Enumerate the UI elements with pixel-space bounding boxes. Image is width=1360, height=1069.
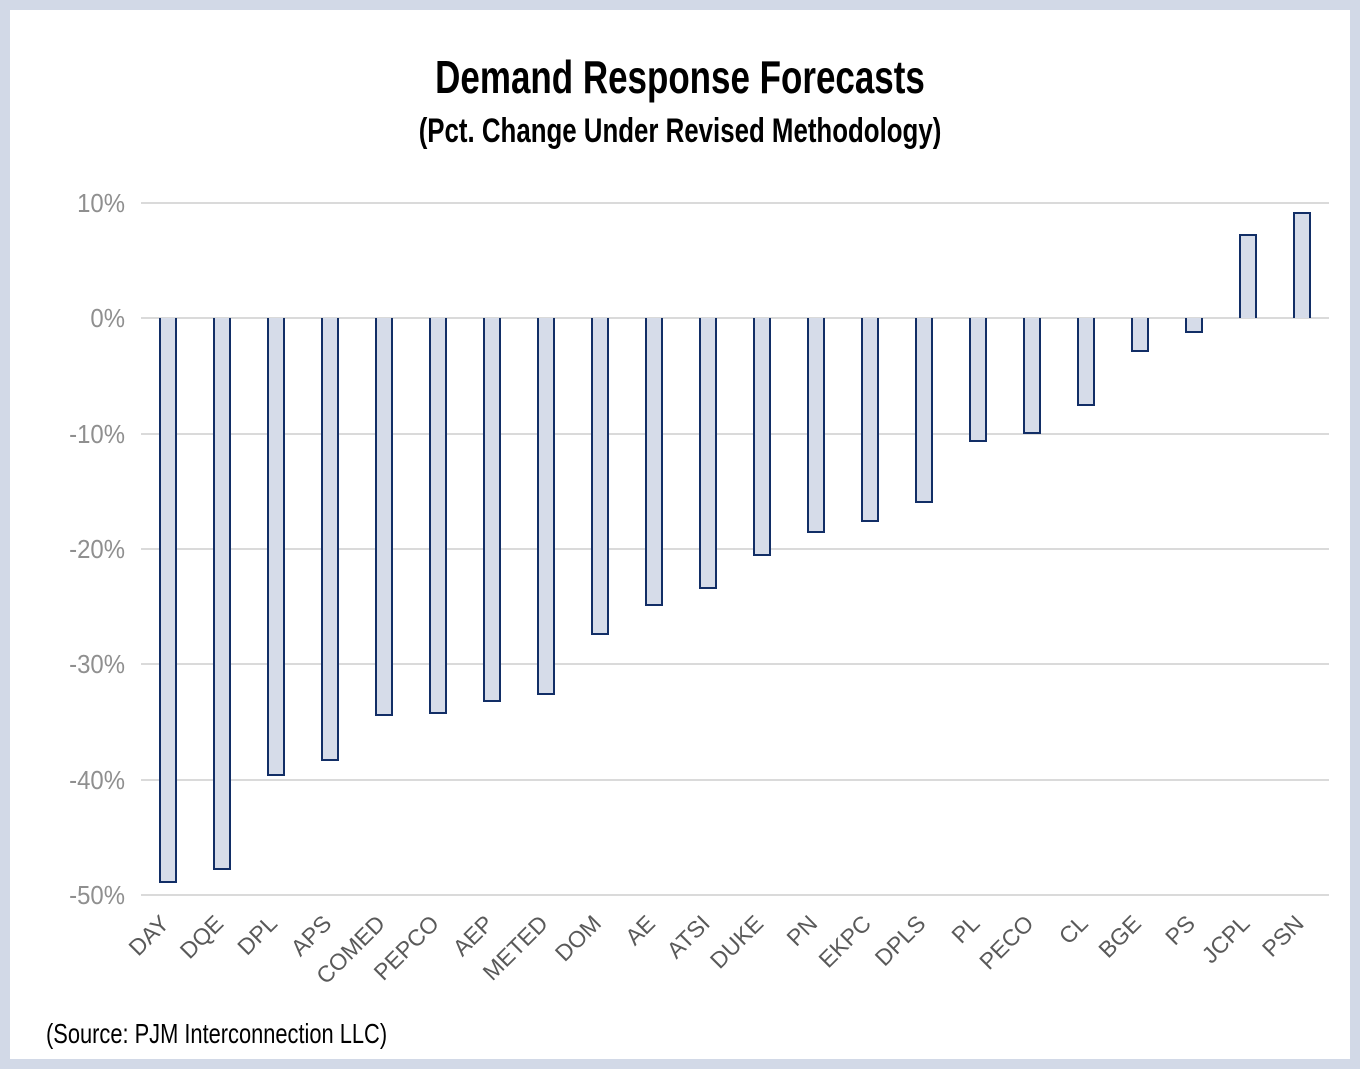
x-axis-label-ae: AE — [620, 910, 661, 951]
x-axis-label-day: DAY — [123, 910, 175, 961]
x-axis-label-duke: DUKE — [704, 910, 769, 974]
gridline — [141, 202, 1329, 204]
bar-aep — [483, 318, 501, 703]
x-axis-label-cl: CL — [1053, 910, 1093, 950]
y-axis-tick-label: -40% — [69, 764, 125, 795]
source-note: (Source: PJM Interconnection LLC) — [46, 1018, 388, 1049]
bar-bge — [1131, 318, 1149, 352]
bar-day — [159, 318, 177, 884]
x-axis-label-dpl: DPL — [232, 910, 283, 961]
y-axis-tick-label: -50% — [69, 879, 125, 910]
y-axis-tick-label: -10% — [69, 418, 125, 449]
gridline — [141, 317, 1329, 320]
bar-dpl — [267, 318, 285, 777]
x-axis-label-ekpc: EKPC — [813, 910, 877, 973]
chart-title: Demand Response Forecasts — [435, 51, 925, 103]
bar-psn — [1293, 212, 1311, 319]
x-axis-label-dom: DOM — [550, 910, 607, 967]
bar-dpls — [915, 318, 933, 503]
bar-dqe — [213, 318, 231, 870]
bar-meted — [537, 318, 555, 696]
x-axis-label-pn: PN — [781, 910, 823, 951]
bar-atsi — [699, 318, 717, 590]
x-axis-label-dpls: DPLS — [869, 910, 931, 971]
bar-jcpl — [1239, 234, 1257, 319]
y-axis-tick-label: -20% — [69, 533, 125, 564]
bar-comed — [375, 318, 393, 717]
gridline — [141, 893, 1329, 896]
bar-peco — [1023, 318, 1041, 434]
bar-pepco — [429, 318, 447, 714]
x-axis-label-peco: PECO — [973, 910, 1039, 975]
bar-dom — [591, 318, 609, 636]
bar-duke — [753, 318, 771, 556]
gridline — [141, 432, 1329, 435]
chart-subtitle: (Pct. Change Under Revised Methodology) — [418, 112, 942, 150]
bar-pn — [807, 318, 825, 533]
bar-pl — [969, 318, 987, 442]
x-axis-label-jcpl: JCPL — [1196, 910, 1255, 969]
gridline — [141, 663, 1329, 666]
x-axis-label-psn: PSN — [1256, 910, 1309, 962]
y-axis-tick-label: 0% — [90, 303, 125, 334]
x-axis-label-bge: BGE — [1093, 910, 1147, 963]
bar-ekpc — [861, 318, 879, 523]
x-axis-label-dqe: DQE — [174, 910, 229, 964]
y-axis-tick-label: -30% — [69, 649, 125, 680]
y-axis-tick-label: 10% — [77, 188, 125, 218]
bar-ps — [1185, 318, 1203, 334]
bar-aps — [321, 318, 339, 762]
gridline — [141, 778, 1329, 781]
bar-ae — [645, 318, 663, 606]
gridline — [141, 547, 1329, 550]
x-axis-label-ps: PS — [1160, 910, 1201, 951]
bar-cl — [1077, 318, 1095, 406]
x-axis-label-pl: PL — [946, 910, 985, 949]
